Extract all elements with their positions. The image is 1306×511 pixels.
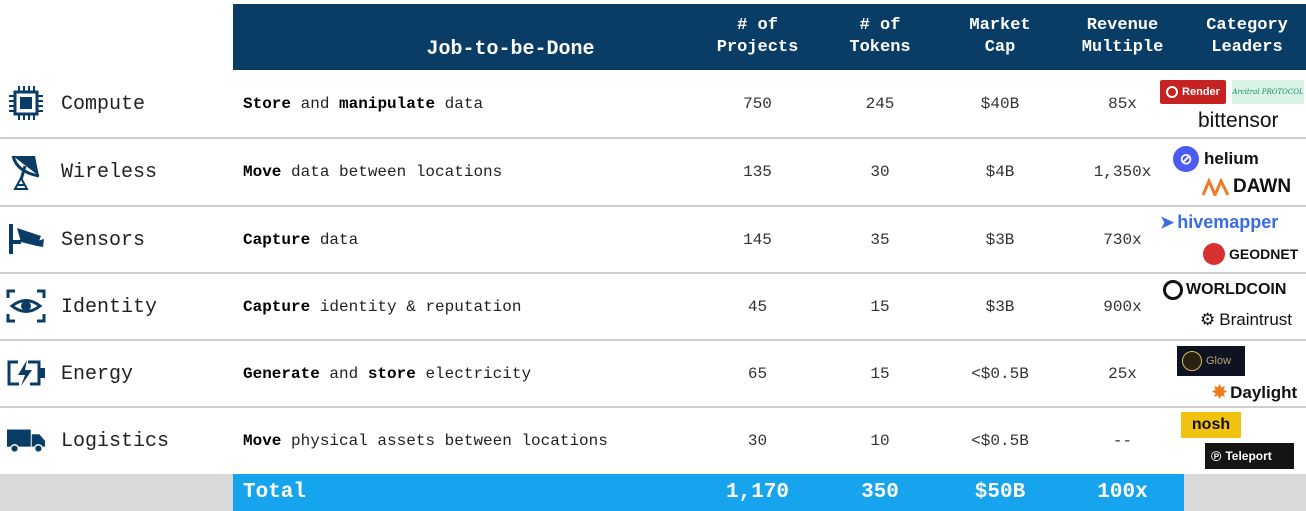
logo-render: Render <box>1160 80 1226 104</box>
revenue-multiple: 1,350x <box>1093 163 1152 181</box>
market-cap: $3B <box>985 231 1015 249</box>
revenue-multiple: 900x <box>1103 298 1142 316</box>
tokens-count: 245 <box>865 95 895 113</box>
projects-count: 145 <box>743 231 772 249</box>
market-cap: $3B <box>985 298 1015 316</box>
total-label: Total <box>243 481 307 504</box>
revenue-multiple: -- <box>1112 432 1133 450</box>
table-row: Logistics Move physical assets between l… <box>0 408 1306 475</box>
tokens-count: 15 <box>870 365 890 383</box>
category-name: Wireless <box>61 161 158 184</box>
job-description: Move data between locations <box>243 163 503 181</box>
logo-hivemapper: ➤ hivemapper <box>1160 212 1279 232</box>
market-cap: $40B <box>980 95 1020 113</box>
category-name: Identity <box>61 296 158 319</box>
projects-count: 30 <box>747 432 768 450</box>
header-projects: # of Projects <box>716 16 799 57</box>
table-header: Job-to-be-Done # of Projects # of Tokens… <box>233 4 1306 70</box>
projects-count: 750 <box>743 95 772 113</box>
total-projects: 1,170 <box>725 481 789 504</box>
tokens-count: 30 <box>870 163 890 181</box>
header-category-leaders: Category Leaders <box>1206 16 1288 57</box>
satellite-dish-icon <box>6 151 46 191</box>
projects-count: 135 <box>743 163 772 181</box>
market-cap: $4B <box>985 163 1015 181</box>
job-description: Store and manipulate data <box>243 95 484 113</box>
job-description: Capture data <box>243 231 359 249</box>
revenue-multiple: 730x <box>1103 231 1142 249</box>
table-row: Identity Capture identity & reputation 4… <box>0 274 1306 341</box>
category-name: Energy <box>61 363 134 386</box>
total-multiple: 100x <box>1097 481 1148 504</box>
total-market-cap: $50B <box>974 481 1026 504</box>
header-job: Job-to-be-Done <box>426 38 595 61</box>
revenue-multiple: 85x <box>1108 95 1137 113</box>
logo-helium: ⊘ helium <box>1173 146 1259 172</box>
market-cap: <$0.5B <box>971 432 1029 450</box>
camera-icon <box>6 219 46 259</box>
header-market-cap: Market Cap <box>969 16 1031 57</box>
battery-bolt-icon <box>6 353 46 393</box>
logo-nosh: nosh <box>1181 412 1241 438</box>
logo-dawn: DAWN <box>1202 176 1291 198</box>
table-row: Compute Store and manipulate data 750 24… <box>0 71 1306 138</box>
logo-glow: Glow <box>1177 346 1245 376</box>
revenue-multiple: 25x <box>1108 365 1137 383</box>
row-divider <box>0 339 1306 341</box>
table-row: Energy Generate and store electricity 65… <box>0 341 1306 408</box>
table-row: Sensors Capture data 145 35 $3B 730x ➤ hi… <box>0 207 1306 274</box>
total-tokens: 350 <box>861 481 899 504</box>
job-description: Generate and store electricity <box>243 365 532 383</box>
eye-scan-icon <box>6 286 46 326</box>
category-name: Sensors <box>61 229 146 252</box>
logo-bittensor: bittensor <box>1198 109 1279 132</box>
category-name: Compute <box>61 93 146 116</box>
row-divider <box>0 205 1306 207</box>
table-row: Wireless Move data between locations 135… <box>0 139 1306 206</box>
tokens-count: 15 <box>870 298 890 316</box>
row-divider <box>0 406 1306 408</box>
chip-icon <box>6 83 46 123</box>
logo-worldcoin: WORLDCOIN <box>1163 280 1286 300</box>
total-row <box>233 474 1184 511</box>
job-description: Move physical assets between locations <box>243 432 608 450</box>
projects-count: 45 <box>747 298 768 316</box>
truck-icon <box>6 420 46 460</box>
projects-count: 65 <box>747 365 768 383</box>
tokens-count: 10 <box>870 432 890 450</box>
logo-arcitral: Arcitral PROTOCOL <box>1232 80 1304 104</box>
job-description: Capture identity & reputation <box>243 298 522 316</box>
logo-daylight: ✸ Daylight <box>1212 382 1298 402</box>
tokens-count: 35 <box>870 231 890 249</box>
row-divider <box>0 137 1306 139</box>
logo-braintrust: ⚙ Braintrust <box>1200 310 1292 329</box>
header-tokens: # of Tokens <box>849 16 911 57</box>
category-name: Logistics <box>61 430 170 453</box>
logo-geodnet: GEODNET <box>1203 243 1298 265</box>
market-cap: <$0.5B <box>971 365 1029 383</box>
logo-teleport: ℗ Teleport <box>1205 443 1294 469</box>
header-revenue-multiple: Revenue Multiple <box>1081 16 1164 57</box>
row-divider <box>0 272 1306 274</box>
